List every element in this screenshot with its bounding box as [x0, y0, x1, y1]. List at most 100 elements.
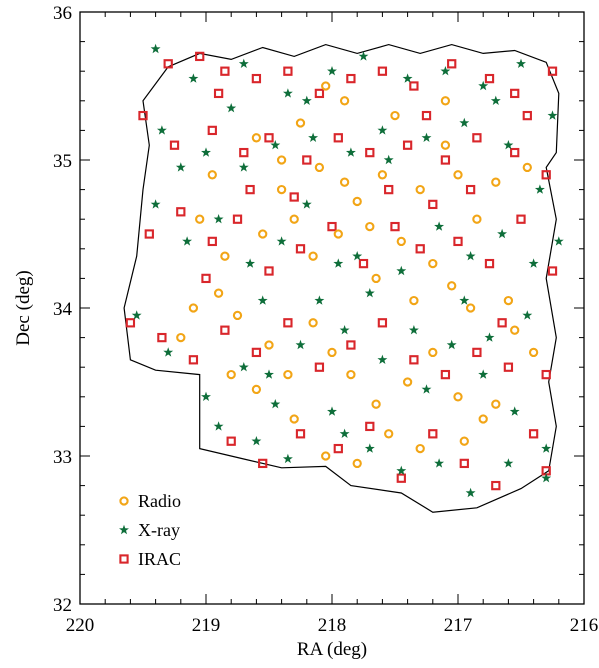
data-point — [232, 214, 243, 224]
data-point — [440, 66, 451, 76]
data-point — [195, 214, 205, 224]
data-point — [352, 196, 362, 207]
data-point — [314, 88, 325, 99]
data-point — [195, 51, 205, 62]
data-point — [169, 140, 180, 150]
y-tick-label: 35 — [53, 151, 72, 172]
data-point — [447, 59, 457, 69]
data-point — [377, 354, 388, 365]
legend-radio-label: Radio — [138, 491, 181, 511]
data-point — [282, 88, 293, 98]
data-point — [201, 147, 211, 157]
data-point — [447, 281, 457, 291]
data-point — [251, 384, 262, 395]
series-circle — [176, 81, 539, 469]
data-point — [207, 125, 217, 136]
data-point — [491, 480, 501, 491]
data-point — [459, 295, 470, 305]
data-point — [472, 133, 482, 143]
data-point — [314, 295, 325, 305]
data-point — [491, 177, 501, 187]
data-point — [415, 244, 425, 254]
data-point — [327, 406, 337, 416]
data-point — [516, 214, 526, 224]
data-point — [446, 339, 457, 350]
data-point — [465, 251, 476, 261]
series-square — [125, 51, 558, 491]
data-point — [226, 369, 236, 380]
data-point — [384, 184, 394, 195]
data-point — [365, 221, 375, 232]
data-point — [534, 184, 545, 194]
data-point — [510, 147, 520, 158]
data-point — [497, 228, 508, 239]
data-point — [440, 140, 451, 150]
data-point — [522, 310, 533, 320]
data-point — [547, 266, 558, 276]
data-point — [384, 429, 394, 439]
x-tick-label: 217 — [444, 615, 473, 636]
data-point — [264, 266, 274, 276]
data-point — [358, 51, 369, 61]
data-point — [289, 414, 299, 424]
data-point — [371, 273, 381, 284]
y-tick-label: 32 — [53, 595, 72, 616]
data-point — [295, 118, 306, 128]
data-point — [440, 96, 451, 106]
data-point — [276, 155, 287, 165]
data-point — [339, 325, 350, 335]
data-point — [339, 96, 350, 106]
data-point — [528, 258, 539, 268]
data-point — [472, 214, 482, 224]
data-point — [528, 429, 539, 439]
legend-xray-label: X-ray — [138, 520, 180, 540]
x-tick-label: 219 — [192, 615, 221, 636]
data-point — [396, 473, 406, 483]
data-point — [428, 347, 438, 358]
data-point — [289, 214, 299, 224]
data-point — [308, 318, 318, 328]
data-point — [478, 369, 489, 379]
data-point — [402, 73, 413, 83]
legend-marker — [119, 524, 129, 535]
data-point — [510, 325, 520, 335]
data-point — [409, 81, 419, 91]
data-point — [409, 295, 419, 306]
data-point — [402, 377, 413, 387]
data-point — [245, 184, 255, 195]
survey-boundary — [123, 43, 560, 513]
x-axis-label: RA (deg) — [297, 639, 367, 660]
data-point — [301, 95, 312, 106]
data-point — [459, 117, 470, 128]
data-point — [478, 414, 488, 424]
data-point — [245, 258, 256, 268]
x-tick-label: 216 — [570, 615, 599, 636]
data-point — [251, 133, 262, 143]
data-point — [327, 221, 337, 232]
data-point — [453, 236, 463, 247]
data-point — [270, 140, 281, 150]
data-point — [314, 362, 325, 372]
data-point — [528, 347, 539, 358]
data-point — [333, 133, 343, 143]
data-point — [176, 332, 186, 343]
data-point — [138, 110, 148, 121]
data-point — [396, 465, 407, 476]
data-point — [302, 155, 312, 165]
data-point — [415, 443, 425, 454]
legend: Radio X-ray IRAC — [119, 491, 181, 569]
data-point — [497, 318, 507, 328]
data-point — [491, 399, 501, 409]
data-point — [226, 436, 236, 446]
data-point — [396, 265, 407, 276]
data-point — [213, 214, 224, 224]
data-point — [188, 355, 199, 365]
data-point — [428, 429, 438, 439]
data-point — [377, 125, 388, 135]
data-point — [156, 125, 167, 135]
data-point — [333, 443, 343, 454]
data-point — [282, 453, 293, 464]
data-point — [295, 244, 306, 254]
data-point — [333, 258, 344, 268]
